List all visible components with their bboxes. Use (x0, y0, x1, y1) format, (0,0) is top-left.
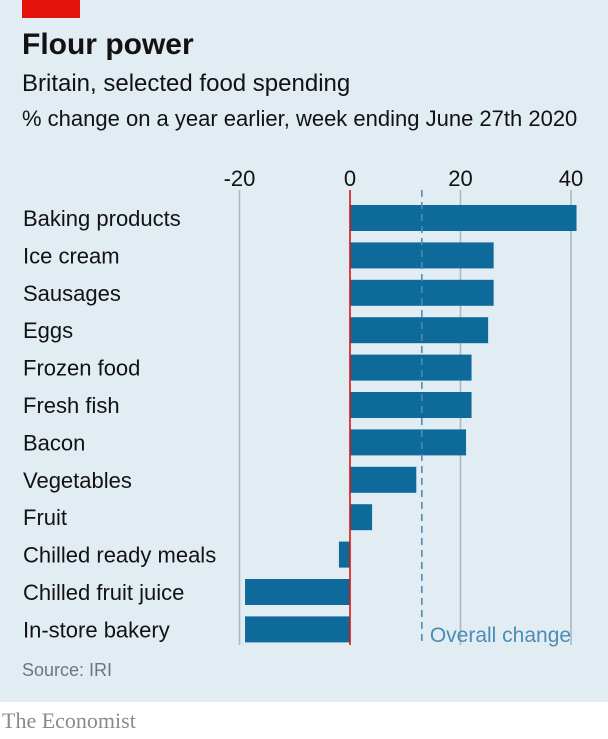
bar (338, 541, 350, 568)
category-label: Ice cream (23, 243, 120, 268)
bar (350, 317, 489, 344)
category-label: Chilled fruit juice (23, 580, 184, 605)
bar (350, 504, 373, 531)
chart-panel: Flour power Britain, selected food spend… (0, 0, 608, 702)
category-label: Baking products (23, 206, 181, 231)
brand-red-tag (22, 0, 80, 18)
bar (350, 205, 577, 231)
category-label: Fruit (23, 505, 67, 530)
x-tick-label: 0 (344, 166, 356, 191)
bar (350, 354, 472, 381)
chart-subtitle: Britain, selected food spending (22, 70, 351, 97)
category-label: In-store bakery (23, 617, 170, 642)
bar (245, 616, 350, 643)
chart-units-note: % change on a year earlier, week ending … (22, 106, 578, 131)
x-tick-label: 40 (559, 166, 583, 191)
bar (350, 429, 467, 456)
category-label: Chilled ready meals (23, 543, 216, 568)
bar (350, 392, 472, 418)
bar-chart: -20 0 20 40 Baking products Ice cream Sausages… (23, 166, 583, 647)
category-label: Sausages (23, 281, 121, 306)
x-tick-label: -20 (224, 166, 256, 191)
bar (245, 579, 350, 605)
source-note: Source: IRI (22, 660, 113, 680)
bar (350, 466, 417, 493)
brand-wordmark: The Economist (2, 708, 136, 733)
chart-title: Flour power (22, 28, 194, 61)
category-label: Eggs (23, 318, 73, 343)
category-label: Fresh fish (23, 393, 120, 418)
category-label: Bacon (23, 430, 85, 455)
overall-change-label: Overall change (430, 624, 571, 647)
x-tick-label: 20 (448, 166, 472, 191)
category-label: Vegetables (23, 468, 132, 493)
category-label: Frozen food (23, 356, 140, 381)
